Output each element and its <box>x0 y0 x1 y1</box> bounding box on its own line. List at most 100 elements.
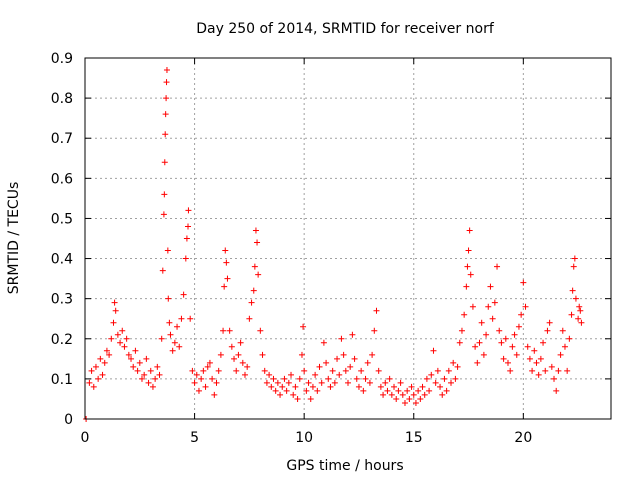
data-point <box>464 263 471 270</box>
data-point <box>491 299 498 306</box>
data-point <box>235 351 242 358</box>
data-point <box>274 379 281 386</box>
data-point <box>163 95 170 102</box>
data-point <box>191 379 198 386</box>
data-point <box>553 387 560 394</box>
data-point <box>228 343 235 350</box>
data-point <box>408 383 415 390</box>
data-point <box>391 383 398 390</box>
data-point <box>342 367 349 374</box>
data-point <box>86 379 93 386</box>
plot-frame <box>84 57 612 420</box>
y-axis-label: SRMTID / TECUs <box>6 182 22 295</box>
data-point <box>138 375 145 382</box>
data-point <box>465 247 472 254</box>
data-point <box>213 379 220 386</box>
data-point <box>452 375 459 382</box>
data-point <box>450 359 457 366</box>
data-point <box>136 359 143 366</box>
data-point <box>110 319 117 326</box>
data-point <box>401 399 408 406</box>
data-point <box>570 263 577 270</box>
x-tick-label: 15 <box>405 430 423 446</box>
data-point <box>485 303 492 310</box>
data-point <box>561 343 568 350</box>
data-point <box>364 359 371 366</box>
data-point <box>250 287 257 294</box>
data-point <box>223 259 230 266</box>
chart-title: Day 250 of 2014, SRMTID for receiver nor… <box>196 21 495 37</box>
data-point <box>533 359 540 366</box>
data-point <box>263 379 270 386</box>
data-point <box>569 287 576 294</box>
data-point <box>254 239 261 246</box>
data-point <box>377 383 384 390</box>
data-point <box>526 355 533 362</box>
data-point <box>112 307 119 314</box>
data-point <box>461 311 468 318</box>
data-point <box>421 391 428 398</box>
data-point <box>88 367 95 374</box>
data-point <box>154 363 161 370</box>
x-tick-label: 0 <box>81 430 90 446</box>
data-point <box>215 367 222 374</box>
y-tick-label: 0.9 <box>51 51 73 67</box>
data-point <box>386 375 393 382</box>
data-point <box>187 315 194 322</box>
data-point <box>220 327 227 334</box>
data-point <box>145 379 152 386</box>
data-point <box>551 375 558 382</box>
data-point <box>101 359 108 366</box>
data-point <box>309 383 316 390</box>
data-point <box>121 343 128 350</box>
data-point <box>314 387 321 394</box>
y-tick-label: 0.7 <box>51 131 73 147</box>
data-point <box>509 343 516 350</box>
x-tick-label: 5 <box>190 430 199 446</box>
data-point <box>382 379 389 386</box>
data-point <box>445 367 452 374</box>
data-point <box>185 207 192 214</box>
data-point <box>571 255 578 262</box>
data-point <box>202 383 209 390</box>
data-point <box>206 359 213 366</box>
data-point <box>577 307 584 314</box>
data-point <box>564 367 571 374</box>
data-point <box>149 383 156 390</box>
data-point <box>428 371 435 378</box>
data-point <box>251 263 258 270</box>
data-point <box>211 391 218 398</box>
data-point <box>448 379 455 386</box>
data-point <box>111 299 118 306</box>
data-point <box>152 375 159 382</box>
data-point <box>231 355 238 362</box>
data-point <box>334 355 341 362</box>
data-point <box>158 335 165 342</box>
data-point <box>183 235 190 242</box>
data-point <box>171 339 178 346</box>
data-point <box>467 271 474 278</box>
data-points <box>83 67 585 422</box>
data-point <box>355 383 362 390</box>
data-point <box>555 367 562 374</box>
data-point <box>524 343 531 350</box>
data-point <box>529 367 536 374</box>
data-point <box>167 331 174 338</box>
data-point <box>404 387 411 394</box>
data-point <box>575 315 582 322</box>
data-point <box>336 371 343 378</box>
data-point <box>300 323 307 330</box>
data-point <box>502 335 509 342</box>
data-point <box>466 227 473 234</box>
data-point <box>406 395 413 402</box>
data-point <box>281 375 288 382</box>
data-point <box>198 375 205 382</box>
data-point <box>272 387 279 394</box>
data-point <box>147 367 154 374</box>
data-point <box>248 299 255 306</box>
data-point <box>393 395 400 402</box>
data-point <box>259 351 266 358</box>
data-point <box>419 383 426 390</box>
data-point <box>99 371 106 378</box>
